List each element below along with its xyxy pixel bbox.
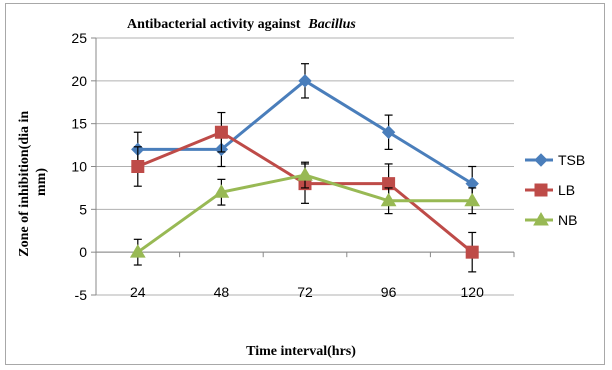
chart-title-organism: Bacillus (307, 17, 356, 32)
data-point (464, 192, 481, 207)
y-tick-label: 0 (79, 244, 87, 260)
y-tick-label: -5 (75, 287, 88, 303)
data-point (380, 192, 397, 207)
chart-title: Antibacterial activity against Bacillus (127, 15, 356, 32)
y-tick-label: 20 (71, 73, 87, 89)
series-nb (129, 161, 481, 266)
data-point (214, 125, 228, 139)
data-point (131, 160, 145, 173)
legend-item-tsb: TSB (525, 152, 585, 168)
data-point (129, 244, 146, 258)
legend-label: TSB (558, 152, 585, 168)
legend-item-lb: LB (525, 182, 575, 198)
legend-item-nb: NB (525, 212, 577, 228)
data-point (382, 177, 396, 191)
y-tick-label: 10 (71, 159, 87, 175)
y-tick-label: 15 (71, 116, 87, 132)
series-group (129, 63, 481, 273)
legend-marker (534, 153, 548, 167)
x-tick-label: 48 (214, 284, 230, 300)
y-tick-label: 5 (79, 201, 87, 217)
x-tick-label: 72 (297, 284, 313, 300)
legend-marker (533, 212, 549, 226)
x-tick-label: 96 (381, 284, 397, 300)
series-lb (131, 111, 479, 273)
legend-label: LB (558, 182, 575, 198)
data-point (381, 125, 396, 139)
axes: -5 0 5 10 15 20 25 24 48 72 96 120 (71, 30, 515, 303)
y-axis-label: Zone of inhibition(dia in mm) (17, 107, 49, 256)
x-tick-label: 24 (130, 284, 146, 300)
legend-label: NB (558, 212, 577, 228)
chart-title-main: Antibacterial activity against (127, 17, 301, 32)
y-axis-label-line1: Zone of inhibition(dia in (17, 111, 32, 257)
data-point (298, 74, 312, 88)
x-axis-label: Time interval(hrs) (246, 344, 356, 359)
data-point (297, 167, 313, 181)
y-axis-label-line2: mm) (34, 168, 49, 196)
legend-marker (534, 183, 548, 197)
y-tick-label: 25 (71, 30, 87, 46)
x-tick-label: 120 (461, 284, 485, 300)
legend: TSB LB NB (525, 152, 585, 228)
data-point (465, 245, 479, 259)
data-point (213, 184, 230, 198)
